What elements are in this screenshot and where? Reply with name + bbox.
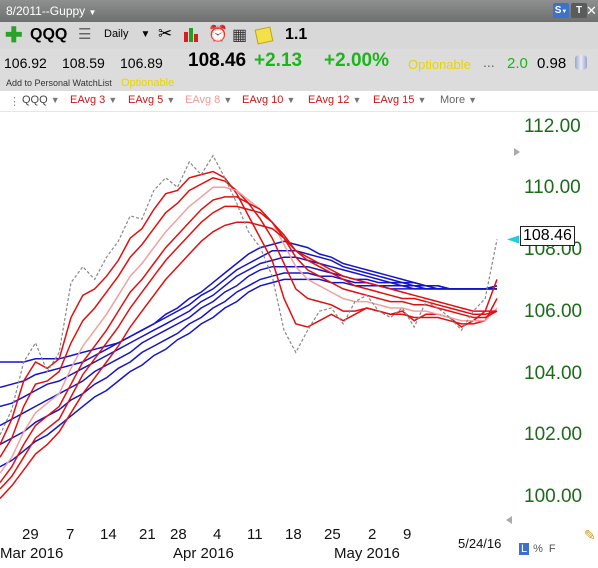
edit-icon[interactable]: ✎ [584, 527, 596, 543]
y-tick-0: 112.00 [524, 116, 581, 137]
x-tick-29: 29 [22, 526, 39, 543]
long-term-ema-line-6 [0, 278, 498, 468]
x-tick-25: 25 [324, 526, 341, 543]
long-term-ema-line-2 [0, 250, 497, 389]
indicator-legend: ⋮ QQQ ▼ EAvg 3 ▼ EAvg 5 ▼ EAvg 8 ▼ EAvg … [0, 91, 598, 112]
alarm-clock-icon[interactable]: ⏰ [208, 26, 228, 43]
x-tick-11: 11 [247, 526, 263, 543]
window-title[interactable]: 8/2011--Guppy ▼ [6, 4, 97, 18]
short-term-ema-line-2 [0, 176, 498, 458]
s-menu-button[interactable]: S▼ [553, 3, 569, 18]
short-term-ema-line-5 [0, 205, 498, 490]
bar-chart-icon[interactable] [184, 26, 200, 42]
legend-eavg-10[interactable]: EAvg 10 ▼ [242, 94, 296, 106]
optionable-link[interactable]: Optionable [408, 57, 471, 72]
y-tick-3: 106.00 [524, 301, 583, 322]
long-term-ema-line-4 [0, 265, 497, 427]
legend-eavg-12[interactable]: EAvg 12 ▼ [308, 94, 362, 106]
x-tick-18: 18 [285, 526, 302, 543]
x-tick-21: 21 [139, 526, 156, 543]
last-price-marker [507, 235, 519, 244]
long-term-ema-line-5 [0, 272, 498, 446]
month-label-mar: Mar 2016 [0, 545, 64, 562]
footer-buttons: L% F [519, 543, 556, 555]
legend-eavg-8[interactable]: EAvg 8 ▼ [185, 94, 233, 106]
moving-average-lines [0, 170, 498, 500]
more-dots[interactable]: ... [483, 54, 495, 70]
x-tick-2: 2 [368, 526, 377, 543]
short-term-ema-line-1 [0, 170, 498, 445]
y-tick-1: 110.00 [524, 177, 581, 198]
quote-bar: 106.92 108.59 106.89 108.46 +2.13 +2.00%… [0, 49, 598, 77]
x-tick-14: 14 [100, 526, 117, 543]
scroll-right-bottom-icon[interactable] [506, 516, 512, 524]
legend-eavg-5[interactable]: EAvg 5 ▼ [128, 94, 176, 106]
low-price: 106.89 [120, 55, 163, 71]
period-select[interactable]: Daily ▼ [104, 28, 151, 40]
short-term-ema-line-6 [0, 221, 497, 500]
last-price: 108.46 [188, 50, 247, 71]
x-tick-4: 4 [213, 526, 222, 543]
legend-eavg-15[interactable]: EAvg 15 ▼ [373, 94, 427, 106]
database-icon[interactable] [575, 55, 587, 70]
add-watchlist-link[interactable]: Add to Personal WatchList [6, 78, 112, 88]
symbol-field[interactable]: QQQ [30, 26, 68, 43]
price-change-pct: +2.00% [324, 50, 389, 71]
current-price-label: 108.46 [520, 226, 575, 246]
value-2: 0.98 [537, 55, 567, 72]
long-term-ema-line-3 [0, 256, 497, 408]
price-change: +2.13 [254, 50, 303, 71]
legend-symbol[interactable]: QQQ ▼ [22, 94, 60, 106]
toolbar: ✚ QQQ ☰ Daily ▼ ✂ ⏰ ▦ 1.1 [0, 22, 598, 49]
y-tick-6: 100.00 [524, 486, 583, 507]
current-date: 5/24/16 [458, 536, 502, 551]
watchlist-bar: Add to Personal WatchList Optionable [0, 77, 598, 91]
log-scale-button[interactable]: L [519, 543, 530, 555]
title-bar: 8/2011--Guppy ▼ S▼ T ✕ [0, 0, 598, 22]
x-tick-28: 28 [170, 526, 187, 543]
scroll-right-icon[interactable] [514, 148, 520, 156]
y-tick-5: 102.00 [524, 424, 583, 445]
long-term-ema-line-1 [0, 240, 497, 363]
open-price: 106.92 [4, 55, 47, 71]
high-price: 108.59 [62, 55, 105, 71]
legend-more[interactable]: More ▼ [440, 94, 478, 106]
list-icon[interactable]: ☰ [78, 26, 92, 43]
value-text: 1.1 [285, 26, 308, 43]
month-label-may: May 2016 [334, 545, 400, 562]
add-symbol-icon[interactable]: ✚ [5, 24, 23, 47]
x-tick-9: 9 [403, 526, 412, 543]
tools-icon[interactable]: ✂ [158, 24, 173, 43]
x-tick-7: 7 [66, 526, 75, 543]
close-icon[interactable]: ✕ [586, 3, 597, 18]
short-term-ema-line-4 [0, 196, 498, 484]
month-label-apr: Apr 2016 [173, 545, 234, 562]
legend-grip-icon[interactable]: ⋮ [9, 96, 20, 108]
optionable-label[interactable]: Optionable [121, 77, 175, 89]
tv-button[interactable]: T [571, 3, 587, 18]
value-1: 2.0 [507, 55, 528, 72]
price-line [0, 154, 498, 436]
percent-scale-button[interactable]: % [533, 543, 543, 555]
legend-eavg-3[interactable]: EAvg 3 ▼ [70, 94, 118, 106]
calculator-icon[interactable]: ▦ [232, 27, 248, 44]
y-tick-4: 104.00 [524, 363, 583, 384]
fixed-scale-button[interactable]: F [548, 543, 556, 555]
short-term-ema-line-3 [0, 186, 498, 474]
